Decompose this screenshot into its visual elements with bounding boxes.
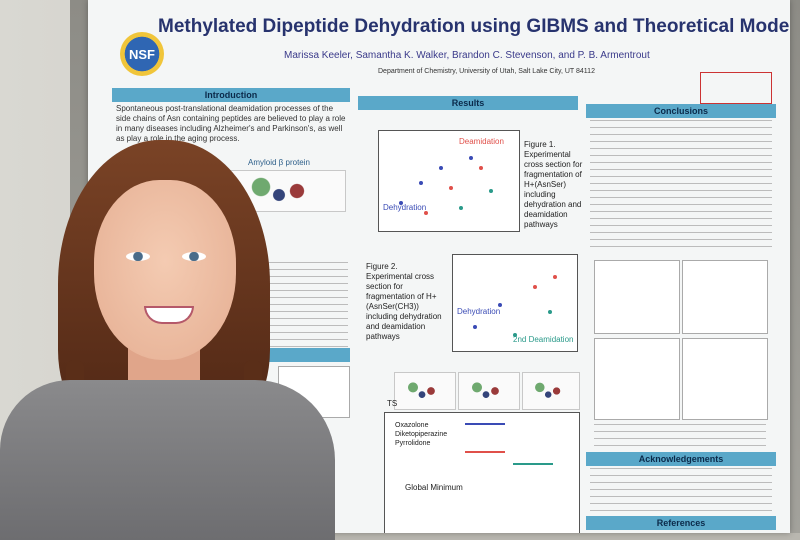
logo-text: NSF bbox=[129, 46, 155, 62]
plot2-dehydration-label: Dehydration bbox=[457, 307, 501, 316]
ir-spectrum-2 bbox=[682, 260, 768, 334]
figure1-caption: Figure 1. Experimental cross section for… bbox=[524, 140, 583, 229]
gray-shirt bbox=[0, 380, 335, 540]
poster-title: Methylated Dipeptide Dehydration using G… bbox=[158, 16, 790, 37]
plot1-deamidation-label: Deamidation bbox=[459, 137, 504, 146]
right-eye bbox=[182, 252, 206, 261]
left-eye bbox=[126, 252, 150, 261]
legend-diketopiperazine: Diketopiperazine bbox=[395, 431, 448, 438]
conclusions-header: Conclusions bbox=[586, 104, 776, 118]
plot2-deamidation-label: 2nd Deamidation bbox=[513, 335, 574, 344]
introduction-header: Introduction bbox=[112, 88, 350, 102]
figure4-caption bbox=[594, 424, 766, 446]
ir-spectrum-3 bbox=[594, 338, 680, 420]
acknowledgements-text bbox=[590, 468, 772, 512]
presenter-person bbox=[0, 130, 345, 540]
figure2-caption: Figure 2. Experimental cross section for… bbox=[366, 262, 442, 341]
energy-diagram: TS Oxazolone Diketopiperazine Pyrrolidon… bbox=[384, 399, 580, 533]
ir-spectrum-1 bbox=[594, 260, 680, 334]
energy-ts-label: TS bbox=[387, 399, 398, 408]
structure-image-2 bbox=[458, 372, 520, 410]
acknowledgements-header: Acknowledgements bbox=[586, 452, 776, 466]
references-header: References bbox=[586, 516, 776, 530]
poster-authors: Marissa Keeler, Samantha K. Walker, Bran… bbox=[284, 50, 650, 61]
legend-pyrrolidone: Pyrrolidone bbox=[395, 440, 431, 447]
face bbox=[94, 180, 236, 360]
introduction-text: Spontaneous post-translational deamidati… bbox=[116, 104, 346, 143]
plot1-dehydration-label: Dehydration bbox=[383, 203, 427, 212]
university-logo bbox=[700, 72, 772, 104]
structure-image-1 bbox=[394, 372, 456, 410]
smile bbox=[144, 306, 194, 324]
legend-oxazolone: Oxazolone bbox=[395, 422, 429, 429]
figure2-plot: Dehydration 2nd Deamidation bbox=[452, 254, 578, 352]
ir-spectrum-4 bbox=[682, 338, 768, 420]
nsf-logo: NSF bbox=[120, 32, 164, 76]
global-minimum-label: Global Minimum bbox=[405, 483, 463, 492]
results-header: Results bbox=[358, 96, 578, 110]
amyloid-label: Amyloid β protein bbox=[248, 158, 310, 167]
conclusions-text bbox=[590, 120, 772, 250]
poster-department: Department of Chemistry, University of U… bbox=[378, 68, 595, 75]
figure1-plot: Dehydration Deamidation bbox=[378, 130, 520, 232]
structure-image-3 bbox=[522, 372, 580, 410]
